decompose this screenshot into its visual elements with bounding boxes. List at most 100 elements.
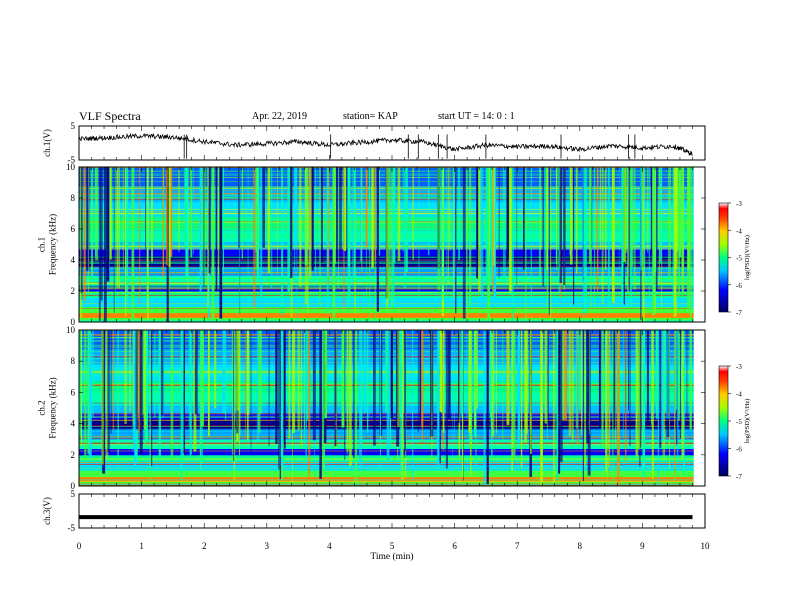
spectrogram-streak	[439, 330, 443, 413]
spectrogram-streak	[542, 167, 545, 287]
spectrogram-streak	[575, 330, 578, 429]
spectrogram-streak	[624, 330, 627, 462]
spectrogram-streak	[307, 167, 309, 314]
spectrogram-streak	[304, 167, 308, 305]
spectrogram-streak	[143, 330, 146, 430]
spectrogram-streak	[556, 330, 559, 480]
spectrogram-streak	[281, 167, 284, 315]
ch1-spec-ytick-label: 4	[71, 255, 76, 265]
spectrogram-streak	[260, 330, 262, 414]
spectrogram-streak	[478, 167, 481, 294]
spectrogram-streak	[604, 167, 607, 271]
spectrogram-streak	[86, 167, 90, 271]
spectrogram-streak	[315, 167, 316, 286]
spectrogram-streak	[162, 167, 164, 277]
spectrogram-streak	[253, 167, 256, 308]
spectrogram-streak	[190, 167, 193, 258]
spectrogram-band	[79, 461, 705, 471]
x-tick-label: 5	[390, 541, 395, 551]
x-tick-label: 2	[202, 541, 207, 551]
spectrogram-streak	[563, 167, 566, 286]
spectrogram-streak	[453, 167, 455, 301]
spectrogram-streak	[351, 167, 353, 288]
spectrogram-streak	[661, 330, 664, 442]
spectrogram-streak	[469, 167, 472, 307]
spectrogram-streak	[292, 330, 293, 486]
spectrogram-band	[79, 439, 705, 450]
spectrogram-streak	[168, 167, 171, 267]
spectrogram-streak	[446, 167, 447, 296]
spectrogram-streak	[158, 330, 161, 456]
spectrogram-streak	[236, 330, 240, 411]
ch1-colorbar-tick-label: -7	[736, 309, 742, 317]
spectrogram-streak	[573, 167, 575, 305]
spectrogram-streak	[674, 330, 676, 478]
spectrogram-streak	[628, 167, 631, 290]
ch1-ylabel: ch.1(V)	[42, 129, 52, 157]
spectrogram-streak	[334, 330, 337, 447]
spectrogram-streak	[361, 167, 363, 272]
spectrogram-streak	[651, 330, 652, 425]
spectrogram-streak	[404, 167, 406, 289]
spectrogram-streak	[250, 330, 252, 453]
spectrogram-streak	[544, 330, 548, 424]
ch1-spec-ytick-label: 0	[71, 317, 76, 327]
ch1-spec-ylabel: ch.1	[37, 237, 47, 252]
spectrogram-streak	[201, 167, 204, 272]
spectrogram-streak	[447, 167, 449, 284]
x-tick-label: 0	[77, 541, 82, 551]
spectrogram-streak	[511, 167, 514, 321]
spectrogram-streak	[633, 167, 636, 290]
spectrogram-streak	[287, 167, 291, 292]
spectrogram-streak	[306, 330, 309, 421]
spectrogram-streak	[187, 167, 189, 291]
spectrogram-streak	[462, 167, 466, 319]
spectrogram-streak	[339, 167, 342, 251]
spectrogram-streak	[468, 330, 471, 433]
spectrogram-streak	[363, 330, 367, 414]
spectrogram-streak	[615, 330, 617, 444]
spectrogram-streak	[669, 330, 670, 469]
spectrogram-streak	[635, 330, 639, 457]
spectrogram-streak	[529, 330, 531, 431]
spectrogram-streak	[540, 330, 543, 485]
spectrogram-streak	[466, 167, 467, 304]
spectrogram-streak	[110, 330, 112, 434]
spectrogram-streak	[639, 330, 642, 448]
ch1-waveform-frame	[78, 125, 706, 161]
ch2-colorbar-tick-label: -6	[736, 446, 742, 454]
spectrogram-streak	[83, 167, 86, 302]
spectrogram-streak	[262, 167, 266, 248]
spectrogram-streak	[458, 167, 460, 261]
spectrogram-streak	[353, 167, 356, 280]
spectrogram-streak	[659, 167, 662, 263]
spectrogram-streak	[612, 330, 614, 484]
spectrogram-streak	[412, 167, 414, 260]
ch1-spec-ytick-label: 10	[66, 162, 76, 172]
spectrogram-streak	[367, 330, 369, 434]
spectrogram-streak	[652, 167, 655, 316]
spectrogram-streak	[87, 330, 90, 455]
spectrogram-streak	[581, 330, 583, 423]
spectrogram-streak	[87, 167, 89, 295]
spectrogram-streak	[346, 167, 348, 253]
spectrogram-streak	[308, 330, 311, 481]
spectrogram-streak	[476, 167, 479, 279]
spectrogram-streak	[402, 167, 404, 252]
spectrogram-streak	[222, 167, 224, 275]
ch2-spec-ytick-label: 8	[71, 356, 76, 366]
spectrogram-streak	[550, 167, 552, 321]
spectrogram-streak	[145, 167, 147, 258]
spectrogram-streak	[596, 167, 599, 292]
spectrogram-streak	[296, 167, 298, 320]
spectrogram-streak	[437, 330, 440, 465]
ch1-colorbar-tick-label: -5	[736, 255, 742, 263]
spectrogram-streak	[564, 330, 567, 420]
spectrogram-streak	[203, 167, 205, 287]
spectrogram-streak	[630, 167, 634, 267]
spectrogram-streak	[491, 330, 495, 437]
spectrogram-streak	[427, 167, 430, 256]
spectrogram-streak	[189, 330, 191, 456]
spectrogram-streak	[149, 330, 151, 483]
spectrogram-streak	[106, 167, 110, 282]
